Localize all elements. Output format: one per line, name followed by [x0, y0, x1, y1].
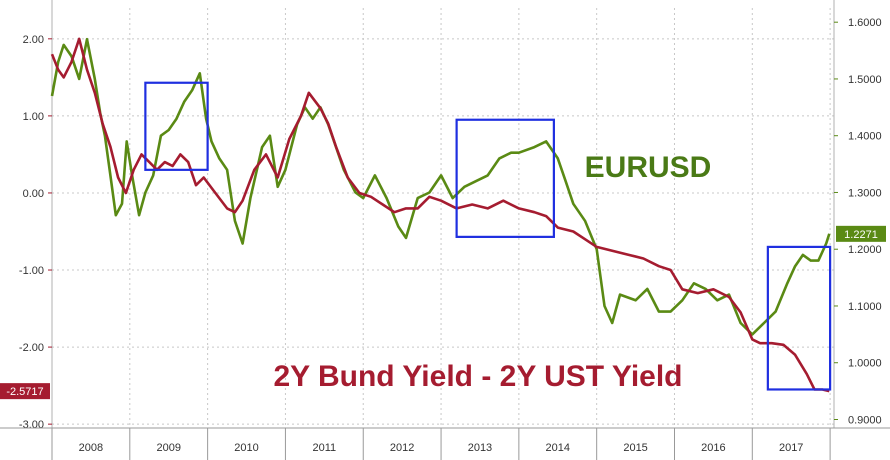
- eurusd-last-value-tag: [836, 225, 886, 242]
- eurusd-last-value-label: 1.2271: [844, 229, 878, 241]
- highlight-box: [455, 118, 555, 238]
- yield-spread-last-value-tag: [0, 383, 50, 400]
- right-tick-label: 1.4000: [848, 131, 882, 143]
- yield-spread-annotation: 2Y Bund Yield - 2Y UST Yield: [273, 360, 682, 393]
- x-tick-label: 2013: [468, 442, 492, 454]
- x-tick-label: 2016: [701, 442, 725, 454]
- x-tick-label: 2008: [79, 442, 103, 454]
- x-tick-label: 2015: [623, 442, 647, 454]
- left-tick-label: -2.00: [19, 342, 44, 354]
- right-tick-label: 1.0000: [848, 358, 882, 370]
- x-axis-band: [0, 428, 890, 460]
- right-tick-label: 1.3000: [848, 187, 882, 199]
- highlight-box: [766, 245, 832, 391]
- highlight-box: [144, 81, 209, 171]
- right-tick-label: 1.6000: [848, 17, 882, 29]
- right-tick-label: 0.9000: [848, 414, 882, 426]
- x-tick-label: 2017: [779, 442, 803, 454]
- right-tick-label: 1.5000: [848, 74, 882, 86]
- x-tick-label: 2009: [156, 442, 180, 454]
- left-tick-label: -1.00: [19, 265, 44, 277]
- eurusd-series-line: [50, 37, 831, 336]
- left-tick-label: 2.00: [23, 34, 44, 46]
- x-tick-label: 2014: [546, 442, 570, 454]
- yield-spread-series-line: [50, 37, 830, 393]
- right-tick-label: 1.1000: [848, 301, 882, 313]
- eurusd-annotation: EURUSD: [585, 151, 712, 184]
- x-tick-label: 2010: [234, 442, 258, 454]
- left-tick-label: 1.00: [23, 111, 44, 123]
- right-tick-label: 1.2000: [848, 244, 882, 256]
- yield-spread-last-value-label: -2.5717: [6, 386, 43, 398]
- x-tick-label: 2012: [390, 442, 414, 454]
- x-tick-label: 2011: [313, 442, 337, 454]
- left-tick-label: 0.00: [23, 188, 44, 200]
